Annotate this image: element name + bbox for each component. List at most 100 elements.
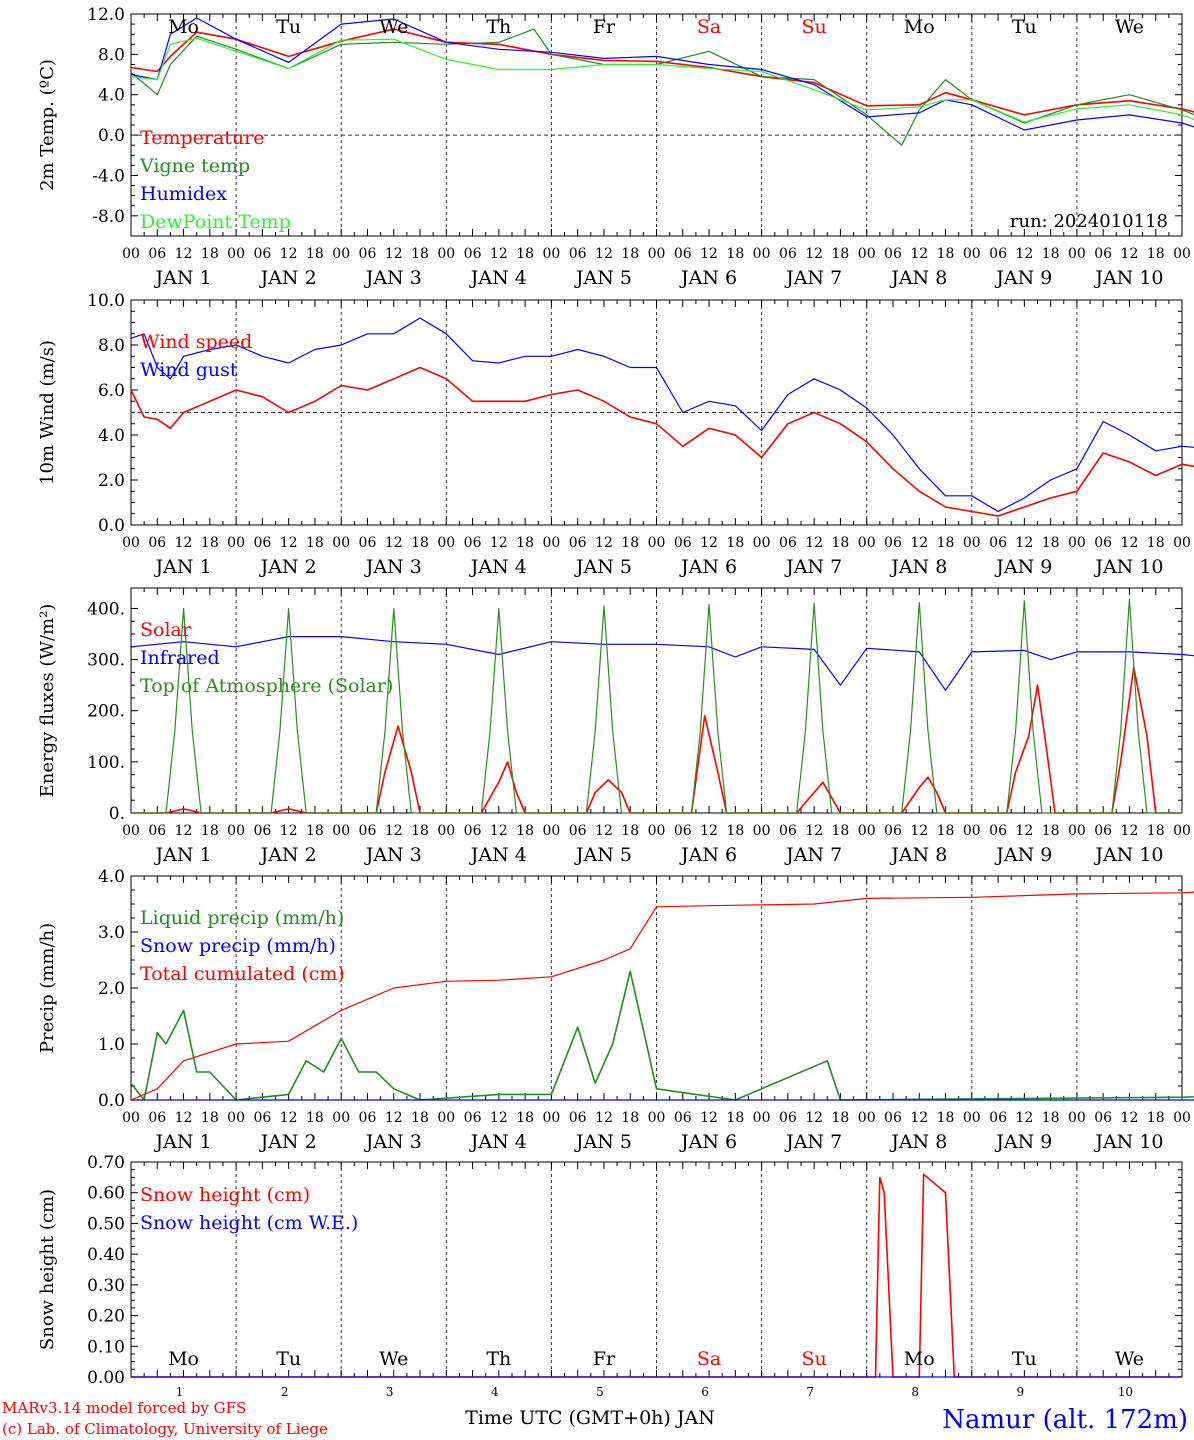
hour-tick-label: 06 (674, 823, 692, 839)
day-number: 10 (1118, 1385, 1133, 1399)
hour-tick-label: 12 (700, 535, 718, 551)
day-date-label: JAN 3 (364, 844, 422, 866)
day-name: We (1115, 1348, 1144, 1370)
day-date-label: JAN 9 (994, 267, 1052, 289)
hour-tick-label: 00 (1173, 823, 1191, 839)
hour-tick-label: 12 (175, 823, 193, 839)
y-tick-label: 12.0 (87, 5, 125, 25)
day-date-label: JAN 2 (259, 844, 317, 866)
hour-tick-label: 18 (832, 823, 850, 839)
hour-tick-label: 00 (963, 823, 981, 839)
y-axis-label: 2m Temp. (ºC) (37, 59, 58, 191)
series-line-vigne-temp (130, 28, 1194, 146)
hour-tick-label: 06 (989, 246, 1007, 262)
hour-tick-label: 18 (516, 246, 534, 262)
day-date-label: JAN 9 (994, 844, 1052, 866)
day-date-label: JAN 10 (1093, 844, 1163, 866)
hour-tick-label: 06 (989, 535, 1007, 551)
hour-tick-label: 18 (726, 1110, 744, 1126)
hour-tick-label: 00 (963, 1110, 981, 1126)
legend-entry: Snow height (cm W.E.) (140, 1212, 358, 1234)
hour-tick-label: 12 (595, 823, 613, 839)
plot-frame (130, 587, 1183, 814)
hour-tick-label: 00 (648, 1110, 666, 1126)
legend-entry: Wind speed (140, 331, 252, 353)
y-axis-label: Snow height (cm) (37, 1189, 58, 1350)
hour-tick-label: 12 (490, 535, 508, 551)
day-date-label: JAN 6 (679, 556, 737, 578)
hour-tick-label: 06 (569, 246, 587, 262)
run-annotation: run: 2024010118 (1010, 211, 1168, 232)
hour-tick-label: 12 (490, 246, 508, 262)
hour-tick-label: 18 (1042, 535, 1060, 551)
hour-tick-label: 18 (201, 823, 219, 839)
hour-tick-label: 00 (753, 823, 771, 839)
y-tick-label: 2.0 (98, 979, 125, 999)
hour-tick-label: 00 (122, 823, 140, 839)
day-date-label: JAN 8 (889, 267, 947, 289)
hour-tick-label: 12 (280, 823, 298, 839)
y-tick-label: 10.0 (87, 291, 125, 311)
hour-tick-label: 12 (1015, 246, 1033, 262)
day-date-label: JAN 9 (994, 556, 1052, 578)
hour-tick-label: 06 (1094, 823, 1112, 839)
hour-tick-label: 00 (227, 1110, 245, 1126)
panel-5: 0.70 0.60 0.50 0.40 0.30 0.20 0.10 0.00 Snow hei… (37, 1153, 1183, 1399)
hour-tick-label: 06 (359, 823, 377, 839)
hour-tick-label: 06 (464, 823, 482, 839)
station-name: Namur (alt. 172m) (942, 1405, 1188, 1435)
day-number: 7 (806, 1385, 814, 1399)
day-date-label: JAN 10 (1093, 1131, 1163, 1153)
series-line-wind-gust (130, 317, 1194, 513)
hour-tick-label: 00 (1068, 246, 1086, 262)
hour-tick-label: 00 (542, 246, 560, 262)
hour-tick-label: 00 (227, 535, 245, 551)
hour-tick-label: 12 (175, 1110, 193, 1126)
hour-tick-label: 18 (306, 1110, 324, 1126)
y-tick-label: 0.0 (98, 126, 125, 146)
hour-tick-label: 06 (884, 823, 902, 839)
series-line-wind-speed (130, 366, 1194, 517)
hour-tick-label: 06 (884, 1110, 902, 1126)
panel-4: 4.0 3.0 2.0 1.0 0.0 Precip (mm/h) Liquid preci… (37, 867, 1194, 1153)
hour-tick-label: 00 (648, 535, 666, 551)
day-date-label: JAN 4 (469, 1131, 527, 1153)
hour-tick-label: 12 (805, 246, 823, 262)
day-date-label: JAN 7 (784, 1131, 842, 1153)
day-name: Mo (168, 1348, 199, 1370)
day-name: Mo (168, 16, 199, 38)
day-name: Sa (697, 16, 721, 38)
y-tick-label: -4.0 (92, 166, 125, 186)
series-line-top-of-atmosphere-solar- (131, 598, 1182, 814)
legend-entry: Liquid precip (mm/h) (140, 907, 344, 929)
y-tick-label: 8.0 (98, 45, 125, 65)
y-tick-label: 8.0 (98, 336, 125, 356)
hour-tick-label: 00 (858, 1110, 876, 1126)
y-tick-label: 4.0 (98, 426, 125, 446)
hour-tick-label: 06 (148, 535, 166, 551)
day-number: 4 (491, 1385, 499, 1399)
y-tick-label: 3.0 (98, 923, 125, 943)
hour-tick-label: 06 (464, 1110, 482, 1126)
hour-tick-label: 06 (253, 1110, 271, 1126)
panel-1: 12.0 8.0 4.0 0.0 -4.0 -8.0 2m Temp. (ºC) Temper… (37, 5, 1194, 289)
day-date-label: JAN 1 (154, 844, 212, 866)
series-line-snow-precip-mm-h- (131, 1099, 1194, 1101)
hour-tick-label: 12 (805, 823, 823, 839)
y-tick-label: 0.0 (98, 516, 125, 536)
y-tick-label: 4.0 (98, 86, 125, 106)
day-name: Mo (904, 1348, 935, 1370)
hour-tick-label: 18 (726, 246, 744, 262)
hour-tick-label: 00 (332, 535, 350, 551)
hour-tick-label: 00 (122, 1110, 140, 1126)
y-tick-label: 0.30 (87, 1276, 125, 1296)
hour-tick-label: 00 (227, 823, 245, 839)
legend-entry: Vigne temp (139, 155, 250, 177)
hour-tick-label: 18 (1042, 823, 1060, 839)
series-line-temperature (130, 28, 1194, 116)
hour-tick-label: 12 (910, 1110, 928, 1126)
hour-tick-label: 00 (332, 823, 350, 839)
day-name: Tu (1012, 1348, 1037, 1370)
hour-tick-label: 00 (648, 823, 666, 839)
day-name: Fr (593, 16, 616, 38)
